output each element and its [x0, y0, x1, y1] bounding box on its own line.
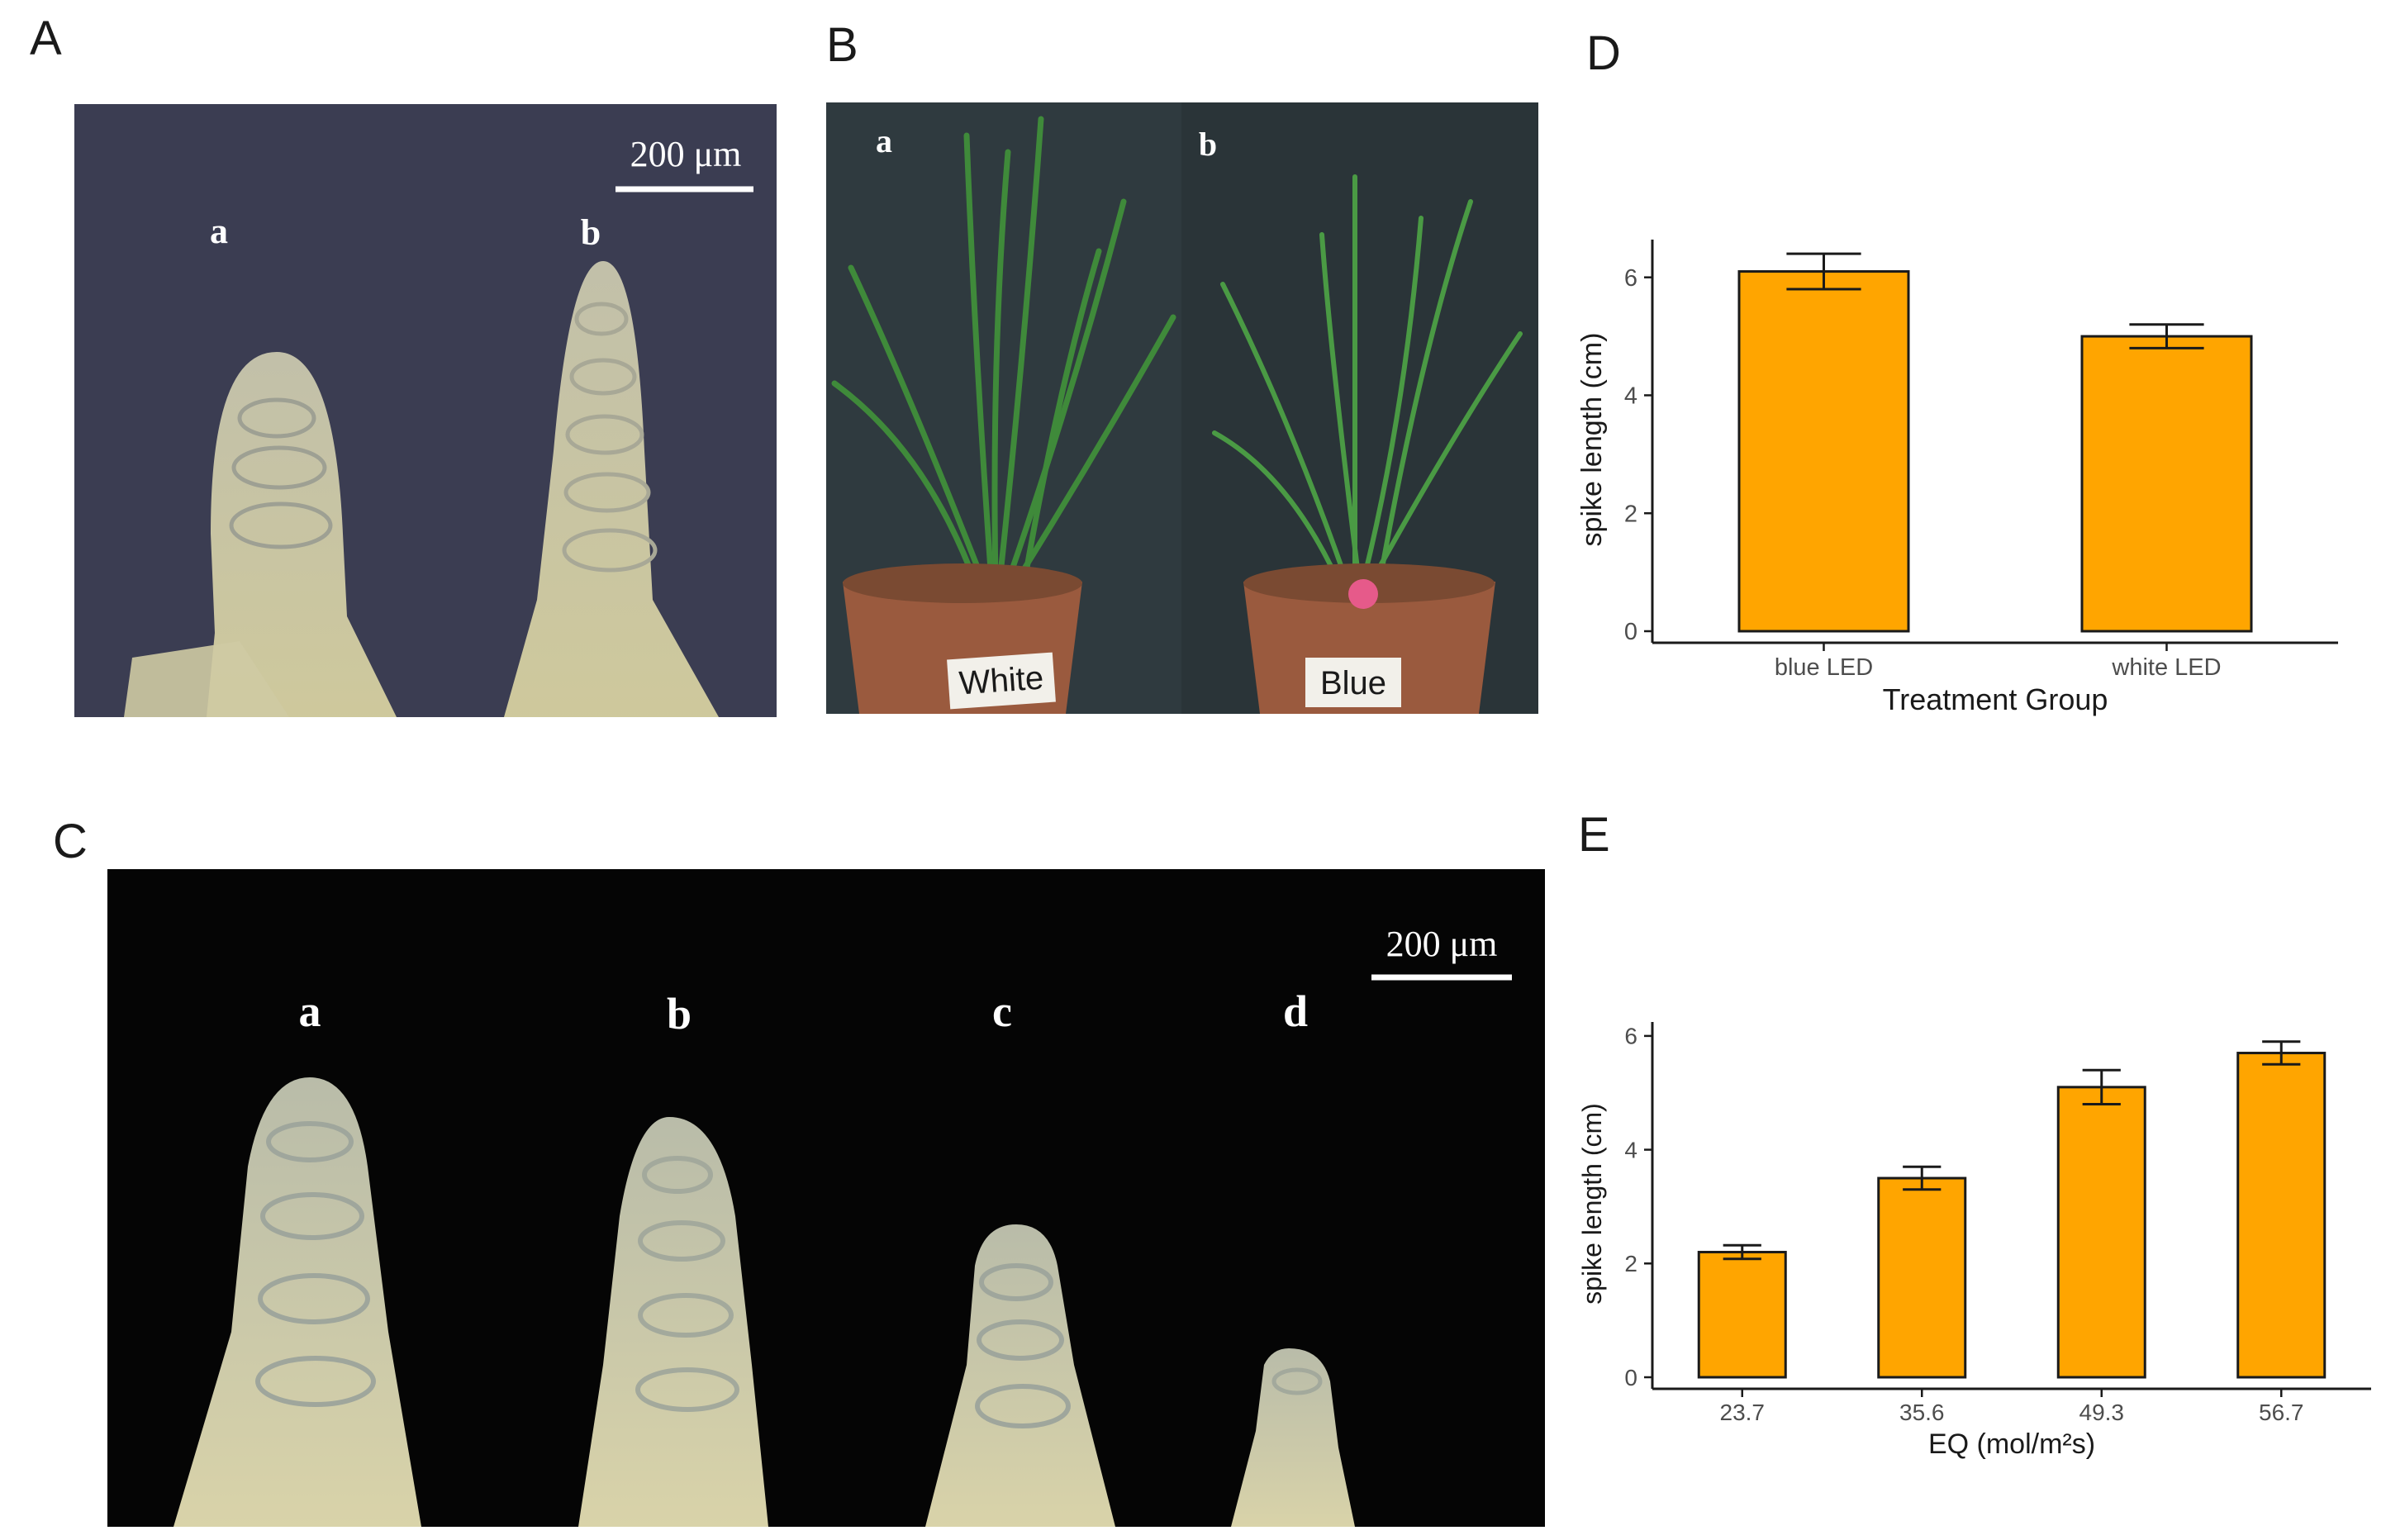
chart-e: 0 2 4 6 23.7 35.6 49.3 56.7 EQ (mol/m²s) spike le…	[1570, 1012, 2396, 1500]
y-tick-label: 2	[1624, 1251, 1637, 1276]
y-tick-label: 2	[1624, 501, 1637, 527]
panel-a-label-b: b	[581, 212, 601, 253]
x-tick-label: 56.7	[2259, 1400, 2304, 1425]
y-tick-label: 4	[1624, 383, 1637, 410]
chart-e-svg: 0 2 4 6 23.7 35.6 49.3 56.7 EQ (mol/m²s) spike le…	[1577, 1022, 2371, 1460]
chart-d: 0 2 4 6 blue LED white LED Treatment Group spik…	[1570, 223, 2396, 735]
panel-b-label-b: b	[1199, 126, 1217, 163]
panel-c-label-d: d	[1283, 986, 1308, 1036]
x-tick-label: white LED	[2111, 654, 2221, 681]
y-axis-label: spike length (cm)	[1576, 333, 1608, 547]
panel-letter-b: B	[826, 18, 858, 72]
pot-label-blue: Blue	[1320, 665, 1386, 701]
panel-a-label-a: a	[210, 211, 228, 251]
panel-letter-d: D	[1586, 26, 1621, 80]
panel-c-label-b: b	[667, 989, 692, 1039]
panel-a-background	[74, 104, 777, 717]
y-tick-label: 0	[1624, 1365, 1637, 1390]
spike-tip-a	[124, 352, 397, 717]
pot-label-white: White	[958, 659, 1044, 701]
panel-b-label-a: a	[876, 122, 892, 159]
x-tick-label: 35.6	[1899, 1400, 1945, 1425]
bar	[1877, 1176, 1967, 1379]
panel-c-micrograph: 200 μm a b c d	[107, 869, 1545, 1527]
panel-c-label-c: c	[992, 986, 1012, 1036]
pot-label-white-card	[947, 652, 1056, 710]
plant-b-leaves	[1212, 174, 1523, 584]
y-axis-label: spike length (cm)	[1577, 1103, 1607, 1305]
plant-a-leaves	[831, 116, 1176, 585]
panel-letter-e: E	[1578, 808, 1610, 862]
panel-a-micrograph: 200 μm a b	[74, 104, 777, 717]
pot-label-blue-card	[1305, 658, 1401, 707]
y-tick-label: 0	[1624, 619, 1637, 645]
panel-c-scale-label: 200 μm	[1386, 924, 1498, 964]
panel-c-label-a: a	[299, 986, 321, 1036]
spike-tip-c-b	[578, 1117, 768, 1527]
spike-tip-b	[504, 261, 719, 717]
y-tick-label: 4	[1624, 1137, 1637, 1162]
x-tick-label: 23.7	[1720, 1400, 1766, 1425]
bar	[1697, 1251, 1787, 1379]
spike-tip-c-d	[1231, 1348, 1355, 1527]
x-axis-label: EQ (mol/m²s)	[1928, 1428, 2095, 1460]
y-tick-label: 6	[1624, 265, 1637, 292]
panel-letter-c: C	[53, 815, 88, 868]
x-tick-label: 49.3	[2079, 1400, 2125, 1425]
panel-letter-a: A	[30, 12, 62, 65]
bar	[2080, 335, 2253, 633]
panel-b-photo: White Blue a b	[826, 102, 1538, 714]
spike-tip-c-a	[173, 1077, 421, 1527]
panel-a-scale-label: 200 μm	[630, 134, 742, 174]
bar	[2056, 1086, 2146, 1379]
x-tick-label: blue LED	[1775, 654, 1873, 681]
spike-tip-c-c	[925, 1224, 1115, 1527]
bar	[1737, 270, 1910, 633]
x-axis-label: Treatment Group	[1883, 682, 2108, 716]
bar	[2236, 1052, 2327, 1379]
y-tick-label: 6	[1624, 1024, 1637, 1049]
